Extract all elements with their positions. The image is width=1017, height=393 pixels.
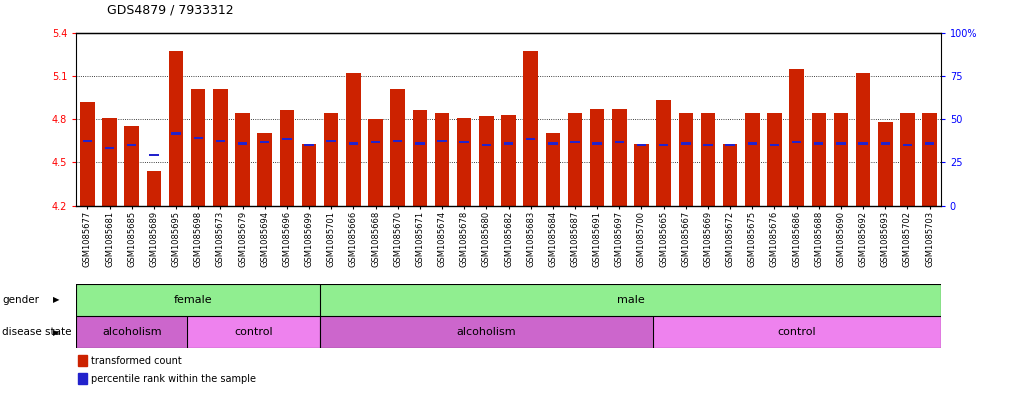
Bar bbox=[567, 113, 582, 206]
Bar bbox=[681, 143, 691, 145]
Bar bbox=[767, 113, 782, 206]
Bar bbox=[770, 144, 779, 146]
Bar bbox=[78, 355, 87, 366]
Bar bbox=[924, 143, 935, 145]
Bar bbox=[187, 316, 320, 348]
Bar bbox=[789, 69, 803, 206]
Bar bbox=[82, 140, 93, 142]
Bar bbox=[304, 144, 313, 146]
Bar bbox=[437, 140, 446, 142]
Bar bbox=[745, 113, 760, 206]
Bar bbox=[548, 143, 557, 145]
Bar bbox=[105, 147, 114, 149]
Bar bbox=[302, 143, 316, 206]
Bar bbox=[881, 143, 890, 145]
Bar bbox=[460, 141, 469, 143]
Text: male: male bbox=[616, 295, 645, 305]
Bar bbox=[503, 143, 514, 145]
Bar bbox=[526, 138, 535, 140]
Bar bbox=[127, 144, 136, 146]
Text: transformed count: transformed count bbox=[92, 356, 182, 366]
Bar bbox=[792, 141, 801, 143]
Bar bbox=[614, 141, 624, 143]
Bar bbox=[391, 89, 405, 206]
Bar bbox=[834, 113, 848, 206]
Bar bbox=[524, 51, 538, 206]
Bar bbox=[922, 113, 937, 206]
Bar bbox=[635, 143, 649, 206]
Bar bbox=[723, 143, 737, 206]
Bar bbox=[457, 118, 471, 206]
Bar bbox=[280, 110, 294, 206]
Text: percentile rank within the sample: percentile rank within the sample bbox=[92, 374, 256, 384]
Text: ▶: ▶ bbox=[53, 328, 59, 336]
Bar bbox=[415, 143, 424, 145]
Bar bbox=[900, 113, 914, 206]
Bar bbox=[903, 144, 912, 146]
Bar bbox=[593, 143, 602, 145]
Bar bbox=[260, 141, 270, 143]
Bar bbox=[590, 109, 604, 206]
Bar bbox=[235, 113, 250, 206]
Bar bbox=[878, 122, 893, 206]
Text: disease state: disease state bbox=[2, 327, 71, 337]
Bar bbox=[191, 89, 205, 206]
Bar bbox=[393, 140, 403, 142]
Bar bbox=[149, 154, 159, 156]
Bar bbox=[146, 171, 161, 206]
Bar bbox=[171, 132, 181, 134]
Bar bbox=[346, 73, 361, 206]
Bar bbox=[349, 143, 358, 145]
Text: control: control bbox=[234, 327, 273, 337]
Bar bbox=[282, 138, 292, 140]
Bar bbox=[371, 141, 380, 143]
Bar bbox=[704, 144, 713, 146]
Bar bbox=[76, 284, 320, 316]
Bar bbox=[656, 100, 671, 206]
Bar bbox=[812, 113, 826, 206]
Bar bbox=[257, 134, 272, 206]
Bar bbox=[479, 116, 493, 206]
Bar bbox=[725, 144, 735, 146]
Text: GDS4879 / 7933312: GDS4879 / 7933312 bbox=[107, 4, 234, 17]
Bar bbox=[124, 126, 139, 206]
Bar bbox=[320, 284, 941, 316]
Bar bbox=[238, 143, 247, 145]
Bar bbox=[76, 316, 187, 348]
Bar bbox=[637, 144, 646, 146]
Bar bbox=[856, 73, 871, 206]
Bar bbox=[435, 113, 450, 206]
Bar bbox=[214, 89, 228, 206]
Bar bbox=[78, 373, 87, 384]
Bar bbox=[653, 316, 941, 348]
Bar bbox=[858, 143, 868, 145]
Bar bbox=[368, 119, 382, 206]
Text: alcoholism: alcoholism bbox=[102, 327, 162, 337]
Bar bbox=[546, 134, 560, 206]
Text: control: control bbox=[777, 327, 816, 337]
Bar bbox=[324, 113, 339, 206]
Bar bbox=[320, 316, 653, 348]
Bar bbox=[169, 51, 183, 206]
Text: ▶: ▶ bbox=[53, 296, 59, 304]
Bar bbox=[193, 137, 202, 139]
Bar bbox=[815, 143, 824, 145]
Bar bbox=[659, 144, 668, 146]
Bar bbox=[612, 109, 626, 206]
Bar bbox=[103, 118, 117, 206]
Bar bbox=[571, 141, 580, 143]
Bar bbox=[701, 113, 715, 206]
Text: gender: gender bbox=[2, 295, 39, 305]
Bar bbox=[326, 140, 336, 142]
Text: female: female bbox=[173, 295, 212, 305]
Bar bbox=[501, 115, 516, 206]
Bar bbox=[747, 143, 757, 145]
Bar bbox=[482, 144, 491, 146]
Bar bbox=[80, 102, 95, 206]
Text: alcoholism: alcoholism bbox=[457, 327, 517, 337]
Bar bbox=[413, 110, 427, 206]
Bar bbox=[216, 140, 225, 142]
Bar bbox=[678, 113, 693, 206]
Bar bbox=[836, 143, 846, 145]
